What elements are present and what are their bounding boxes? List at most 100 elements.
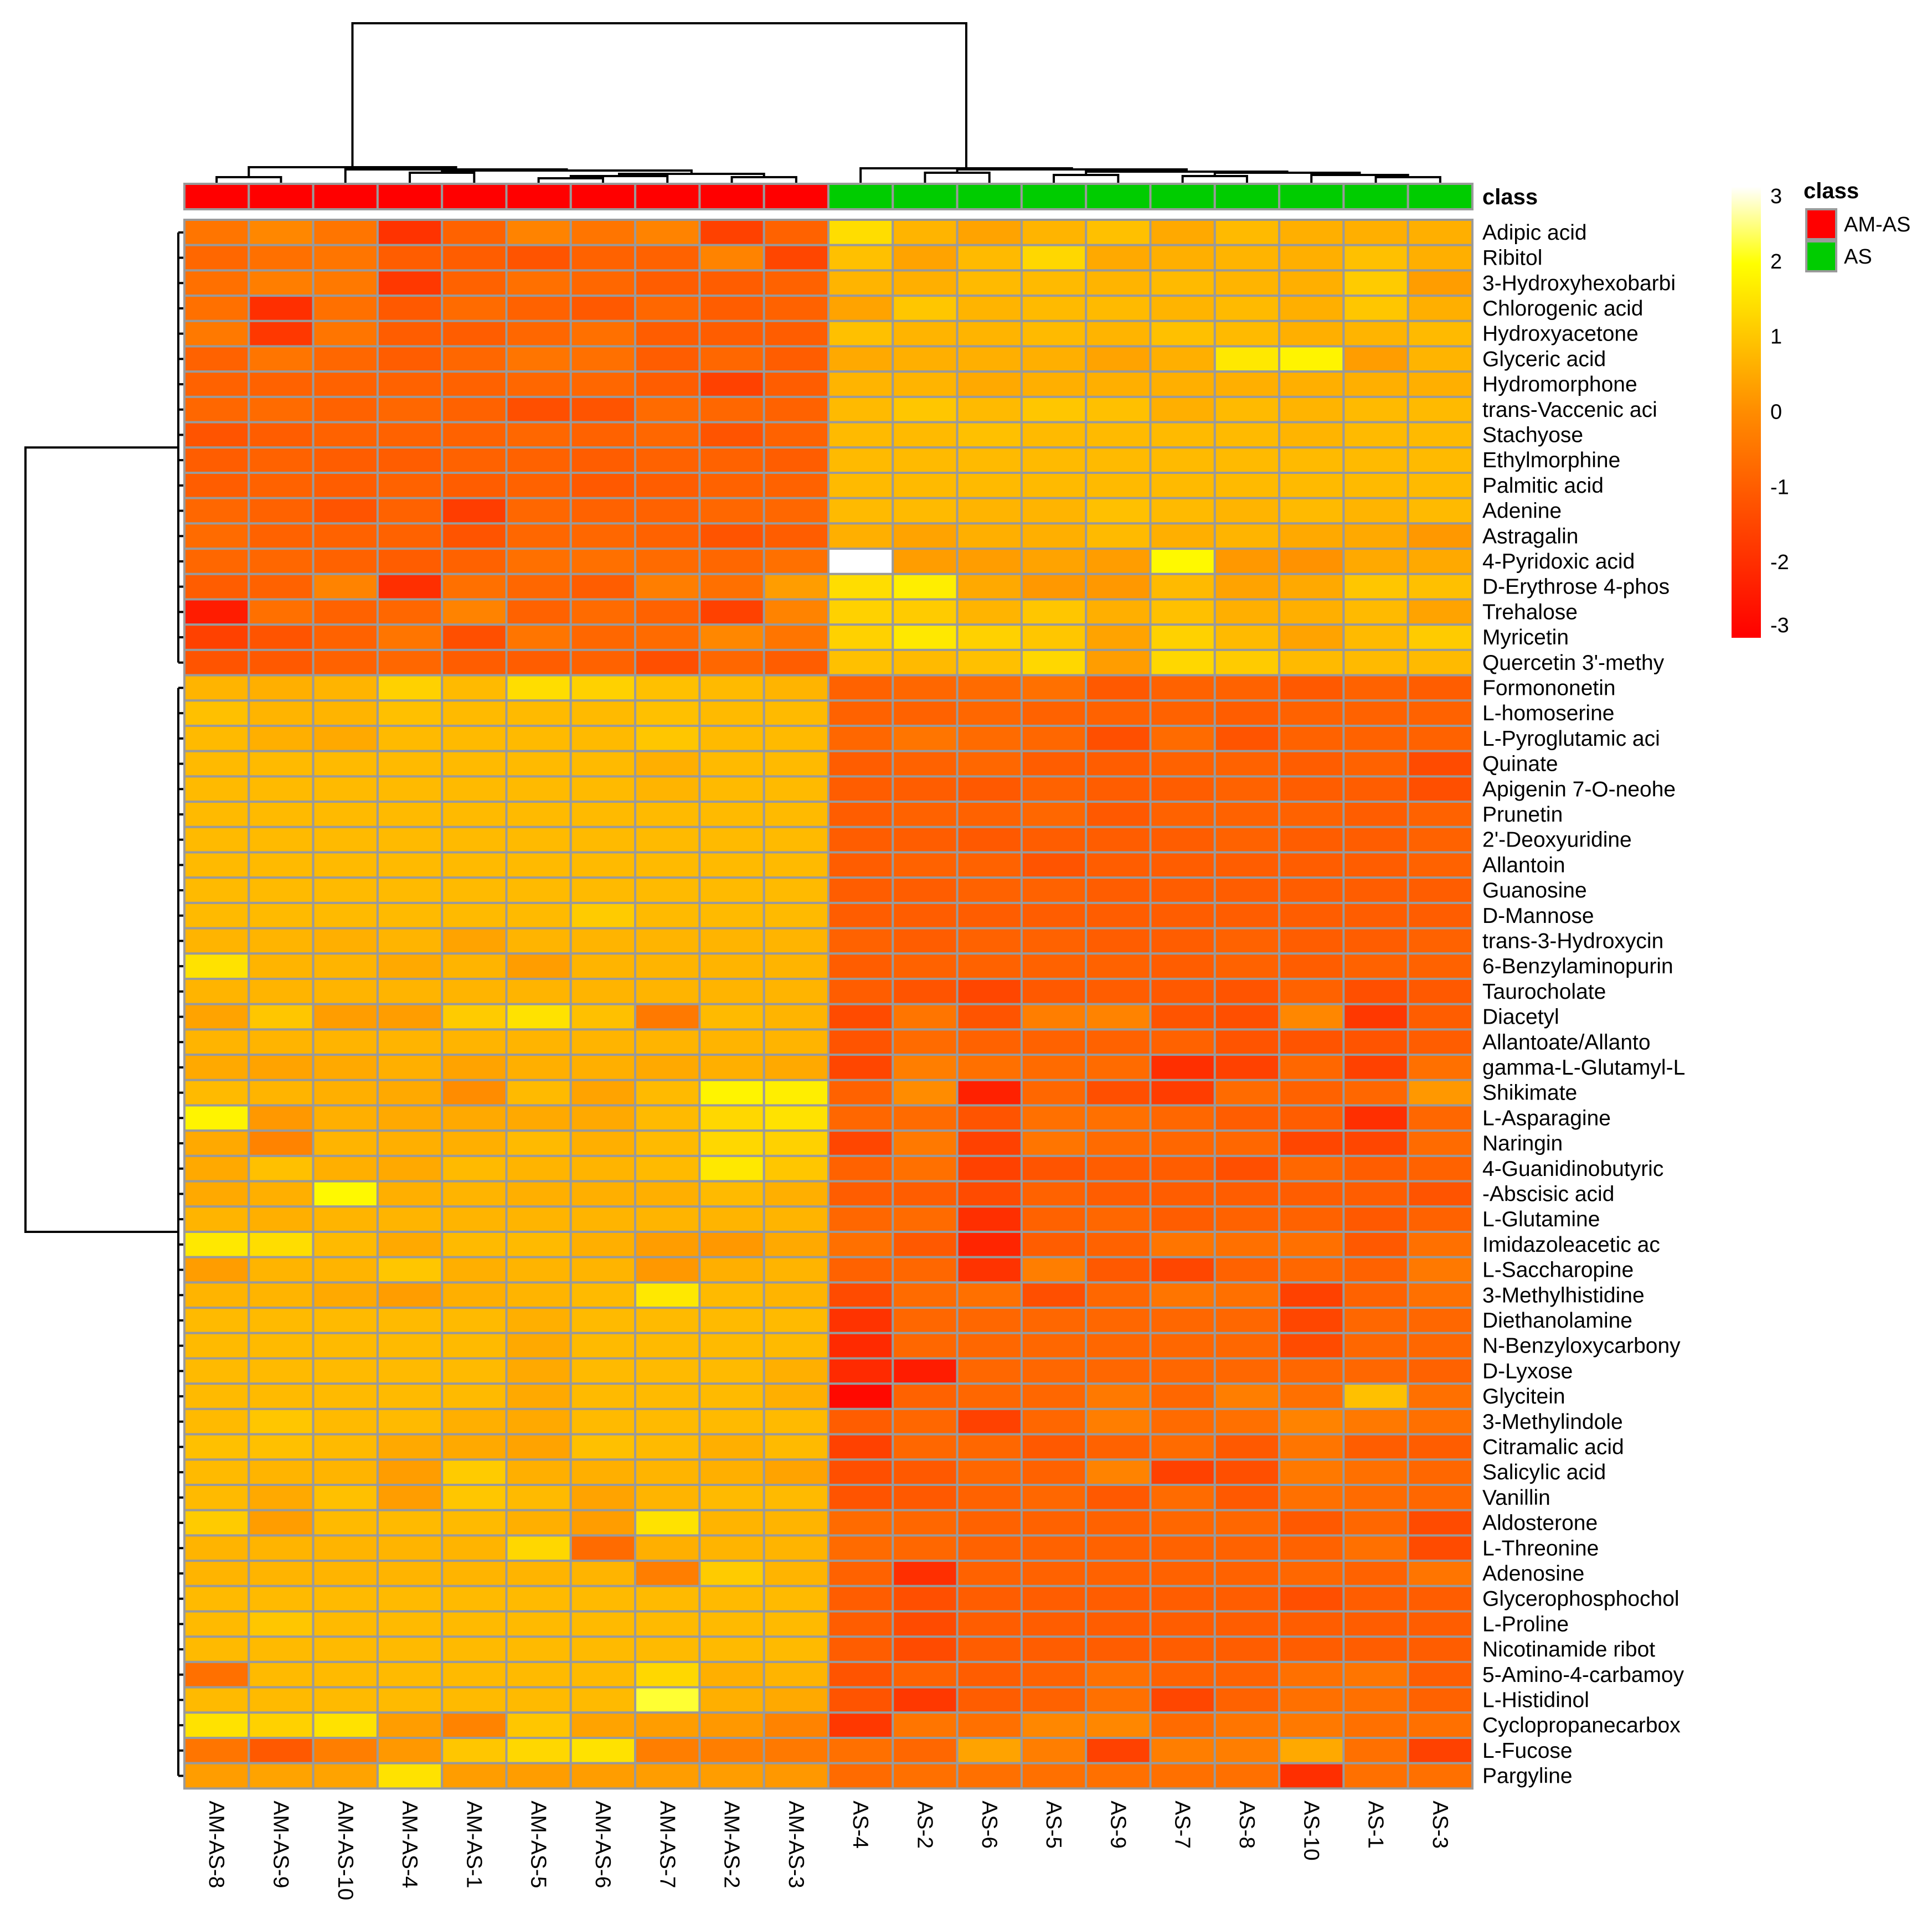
heatmap-cell: [569, 395, 637, 424]
heatmap-cell: [1213, 699, 1281, 727]
column-label: AM-AS-6: [591, 1800, 615, 1888]
heatmap-cell: [312, 876, 379, 904]
heatmap-cell: [1020, 1054, 1088, 1081]
heatmap-cell: [312, 1635, 379, 1663]
heatmap-cell: [248, 927, 315, 955]
heatmap-cell: [441, 345, 508, 373]
heatmap-cell: [376, 1281, 444, 1309]
heatmap-cell: [1085, 572, 1152, 601]
heatmap-cell: [183, 1433, 250, 1461]
heatmap-cell: [1278, 1509, 1345, 1537]
heatmap-cell: [1085, 1686, 1152, 1714]
heatmap-cell: [248, 1104, 315, 1132]
heatmap-cell: [763, 598, 830, 626]
heatmap-cell: [763, 1534, 830, 1562]
heatmap-cell: [569, 1382, 637, 1410]
heatmap-cell: [1278, 725, 1345, 752]
heatmap-cell: [1213, 219, 1281, 246]
heatmap-cell: [1213, 522, 1281, 550]
heatmap-cell: [698, 472, 765, 499]
heatmap-cell: [376, 598, 444, 626]
heatmap-cell: [892, 1762, 959, 1790]
annotation-cell: [569, 183, 637, 210]
heatmap-cell: [1278, 395, 1345, 424]
heatmap-cell: [1407, 1433, 1474, 1461]
heatmap-cell: [505, 750, 572, 778]
heatmap-cell: [763, 1307, 830, 1334]
heatmap-cell: [248, 472, 315, 499]
heatmap-cell: [376, 345, 444, 373]
heatmap-cell: [569, 572, 637, 601]
heatmap-cell: [505, 1686, 572, 1714]
heatmap-cell: [1407, 1154, 1474, 1183]
heatmap-cell: [1149, 978, 1216, 1005]
heatmap-cell: [376, 548, 444, 575]
heatmap-cell: [1278, 1660, 1345, 1689]
heatmap-cell: [505, 1711, 572, 1740]
heatmap-cell: [441, 1205, 508, 1234]
heatmap-cell: [634, 1407, 701, 1436]
heatmap-cell: [505, 1003, 572, 1031]
heatmap-cell: [376, 295, 444, 322]
heatmap-cell: [892, 876, 959, 904]
row-label: Glyceric acid: [1482, 347, 1606, 371]
heatmap-cell: [1149, 1003, 1216, 1031]
heatmap-cell: [569, 674, 637, 702]
heatmap-cell: [1213, 952, 1281, 981]
heatmap-cell: [698, 1382, 765, 1410]
heatmap-cell: [892, 825, 959, 854]
heatmap-cell: [183, 1078, 250, 1107]
heatmap-cell: [1085, 927, 1152, 955]
annotation-cell: [312, 183, 379, 210]
heatmap-cell: [956, 1332, 1023, 1360]
heatmap-cell: [505, 1307, 572, 1334]
heatmap-cell: [312, 497, 379, 525]
heatmap-cell: [248, 1003, 315, 1031]
heatmap-cell: [1278, 623, 1345, 651]
heatmap-cell: [698, 699, 765, 727]
heatmap-cell: [1085, 1407, 1152, 1436]
heatmap-cell: [634, 674, 701, 702]
heatmap-cell: [569, 1078, 637, 1107]
heatmap-cell: [1407, 1534, 1474, 1562]
heatmap-cell: [827, 1737, 894, 1764]
heatmap-cell: [1342, 345, 1409, 373]
heatmap-cell: [698, 1686, 765, 1714]
heatmap-cell: [376, 1407, 444, 1436]
heatmap-cell: [376, 648, 444, 677]
heatmap-cell: [1085, 1054, 1152, 1081]
heatmap-cell: [1213, 1660, 1281, 1689]
heatmap-cell: [634, 1509, 701, 1537]
heatmap-cell: [698, 1205, 765, 1234]
heatmap-cell: [1407, 548, 1474, 575]
heatmap-cell: [248, 851, 315, 879]
heatmap-cell: [1213, 1509, 1281, 1537]
heatmap-cell: [441, 927, 508, 955]
heatmap-cell: [183, 1585, 250, 1613]
heatmap-cell: [1278, 1534, 1345, 1562]
heatmap-cell: [698, 1407, 765, 1436]
heatmap-cell: [1020, 370, 1088, 398]
legend-entries: AM-AS AS: [1805, 208, 1910, 272]
heatmap-cell: [634, 370, 701, 398]
heatmap-cell: [1085, 219, 1152, 246]
heatmap-cell: [956, 1635, 1023, 1663]
heatmap-cell: [698, 1433, 765, 1461]
heatmap-cell: [248, 1560, 315, 1587]
heatmap-cell: [569, 1560, 637, 1587]
heatmap-cell: [376, 472, 444, 499]
heatmap-cell: [376, 1433, 444, 1461]
heatmap-cell: [1085, 901, 1152, 930]
heatmap-cell: [312, 421, 379, 449]
heatmap-cell: [763, 901, 830, 930]
heatmap-cell: [505, 522, 572, 550]
heatmap-cell: [956, 1610, 1023, 1638]
heatmap-cell: [1278, 801, 1345, 828]
heatmap-cell: [441, 825, 508, 854]
heatmap-cell: [634, 319, 701, 348]
column-label: AS-4: [848, 1800, 872, 1849]
heatmap-cell: [312, 319, 379, 348]
heatmap-cell: [1342, 851, 1409, 879]
heatmap-cell: [248, 1028, 315, 1056]
heatmap-cell: [698, 446, 765, 474]
